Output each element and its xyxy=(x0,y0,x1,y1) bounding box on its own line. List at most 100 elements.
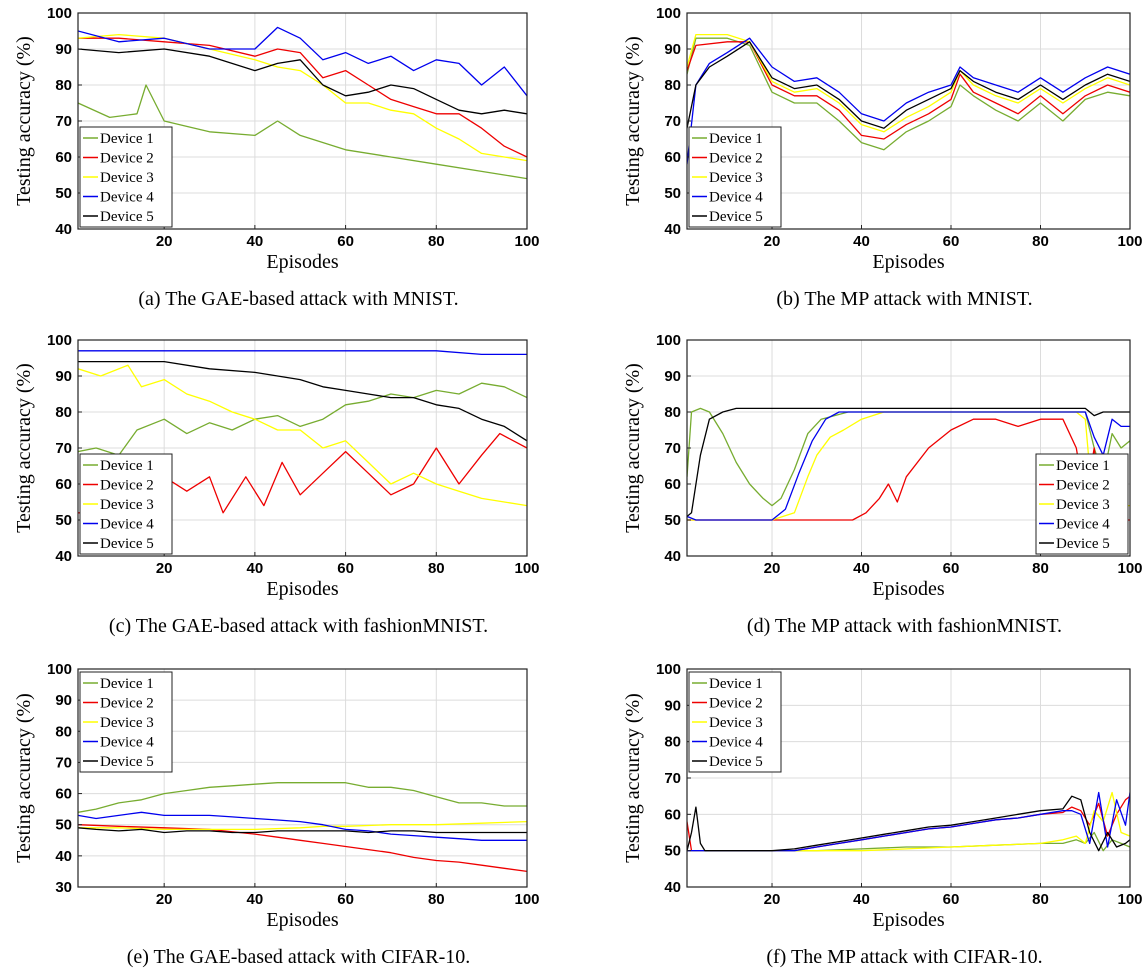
x-tick-label: 60 xyxy=(337,891,354,908)
series-line-device-5 xyxy=(687,795,1130,852)
legend-entry: Device 2 xyxy=(709,696,763,712)
legend-entry: Device 4 xyxy=(709,735,763,751)
y-tick-label: 90 xyxy=(664,41,681,58)
legend-entry: Device 1 xyxy=(1056,458,1110,474)
x-tick-label: 80 xyxy=(1032,891,1049,908)
x-tick-label: 100 xyxy=(1117,560,1142,577)
legend-entry: Device 1 xyxy=(100,676,154,692)
legend-entry: Device 1 xyxy=(709,131,763,147)
y-tick-label: 60 xyxy=(55,476,72,493)
legend-entry: Device 3 xyxy=(100,497,154,513)
figure-caption: (e) The GAE-based attack with CIFAR-10. xyxy=(127,946,471,968)
y-tick-label: 90 xyxy=(664,368,681,385)
series-line-device-1 xyxy=(78,782,527,813)
legend-entry: Device 3 xyxy=(100,170,154,186)
x-tick-label: 80 xyxy=(1032,233,1049,250)
legend-entry: Device 4 xyxy=(100,190,154,206)
legend-entry: Device 1 xyxy=(100,131,154,147)
y-tick-label: 60 xyxy=(664,476,681,493)
y-tick-label: 100 xyxy=(47,661,72,678)
legend: Device 1 Device 2 Device 3 Device 4 Device 5 xyxy=(688,671,782,773)
x-tick-label: 100 xyxy=(514,560,539,577)
legend-entry: Device 4 xyxy=(100,517,154,533)
legend: Device 1 Device 2 Device 3 Device 4 Device 5 xyxy=(79,671,173,773)
legend-entry: Device 3 xyxy=(709,715,763,731)
y-tick-label: 80 xyxy=(664,734,681,751)
y-tick-label: 80 xyxy=(55,723,72,740)
legend-entry: Device 5 xyxy=(100,536,154,552)
series-line-device-5 xyxy=(687,407,1130,517)
y-tick-label: 50 xyxy=(664,512,681,529)
x-axis-label: Episodes xyxy=(266,251,338,273)
x-tick-label: 60 xyxy=(943,233,960,250)
series-line-device-3 xyxy=(687,791,1130,852)
x-tick-label: 20 xyxy=(764,560,781,577)
series-line-device-4 xyxy=(687,791,1130,852)
y-tick-label: 50 xyxy=(55,185,72,202)
x-tick-label: 20 xyxy=(156,560,173,577)
y-tick-label: 80 xyxy=(664,77,681,94)
y-tick-label: 40 xyxy=(55,548,72,565)
legend: Device 1 Device 2 Device 3 Device 4 Device 5 xyxy=(79,453,173,555)
x-axis-label: Episodes xyxy=(872,251,944,273)
y-tick-label: 60 xyxy=(664,149,681,166)
chart-panel-e: 20 40 60 80 100 30 40 50 60 70 80 90 100 Episodes Test… xyxy=(13,661,540,968)
x-tick-label: 40 xyxy=(853,233,870,250)
y-tick-label: 100 xyxy=(47,332,72,349)
y-axis-label: Testing accuracy (%) xyxy=(622,693,644,863)
legend: Device 1 Device 2 Device 3 Device 4 Device 5 xyxy=(688,126,782,228)
x-tick-label: 20 xyxy=(764,891,781,908)
x-axis-label: Episodes xyxy=(266,909,338,931)
legend: Device 1 Device 2 Device 3 Device 4 Device 5 xyxy=(1035,453,1129,555)
legend-entry: Device 1 xyxy=(100,458,154,474)
series-line-device-2 xyxy=(78,37,527,158)
legend-entry: Device 2 xyxy=(100,696,154,712)
y-tick-label: 70 xyxy=(55,113,72,130)
legend-entry: Device 2 xyxy=(1056,478,1110,494)
series-line-device-5 xyxy=(78,48,527,115)
figure-caption: (b) The MP attack with MNIST. xyxy=(776,288,1032,310)
y-tick-label: 40 xyxy=(55,221,72,238)
y-tick-label: 80 xyxy=(55,77,72,94)
legend-entry: Device 5 xyxy=(1056,536,1110,552)
x-tick-label: 40 xyxy=(247,891,264,908)
y-tick-label: 100 xyxy=(656,332,681,349)
y-tick-label: 70 xyxy=(55,440,72,457)
legend-entry: Device 4 xyxy=(100,735,154,751)
y-tick-label: 50 xyxy=(55,512,72,529)
y-tick-label: 90 xyxy=(55,368,72,385)
legend-entry: Device 5 xyxy=(709,209,763,225)
x-axis-label: Episodes xyxy=(872,578,944,600)
chart-panel-a: 20 40 60 80 100 40 50 60 70 80 90 100 Episodes Testin… xyxy=(13,5,540,310)
figure-caption: (f) The MP attack with CIFAR-10. xyxy=(766,946,1042,968)
series-line-device-1 xyxy=(78,382,527,456)
figure-caption: (d) The MP attack with fashionMNIST. xyxy=(747,615,1062,637)
legend-entry: Device 5 xyxy=(100,209,154,225)
series-line-device-5 xyxy=(78,827,527,834)
y-axis-label: Testing accuracy (%) xyxy=(13,693,35,863)
series-line-device-4 xyxy=(78,350,527,356)
series-line-device-4 xyxy=(687,37,1130,165)
x-tick-label: 20 xyxy=(764,233,781,250)
y-tick-label: 70 xyxy=(664,113,681,130)
y-tick-label: 60 xyxy=(664,806,681,823)
legend-entry: Device 3 xyxy=(100,715,154,731)
figure-caption: (c) The GAE-based attack with fashionMNI… xyxy=(109,615,488,637)
y-tick-label: 40 xyxy=(664,548,681,565)
y-axis-label: Testing accuracy (%) xyxy=(13,36,35,206)
x-tick-label: 60 xyxy=(337,233,354,250)
y-axis-label: Testing accuracy (%) xyxy=(622,363,644,533)
x-tick-label: 100 xyxy=(1117,233,1142,250)
x-tick-label: 40 xyxy=(247,560,264,577)
series-line-device-4 xyxy=(687,411,1130,521)
y-tick-label: 70 xyxy=(55,754,72,771)
y-tick-label: 80 xyxy=(664,404,681,421)
y-tick-label: 50 xyxy=(664,185,681,202)
x-tick-label: 20 xyxy=(156,891,173,908)
y-tick-label: 100 xyxy=(47,5,72,22)
y-tick-label: 70 xyxy=(664,440,681,457)
x-tick-label: 100 xyxy=(1117,891,1142,908)
chart-panel-c: 20 40 60 80 100 40 50 60 70 80 90 100 Episodes Testin… xyxy=(13,332,540,637)
y-tick-label: 90 xyxy=(664,697,681,714)
